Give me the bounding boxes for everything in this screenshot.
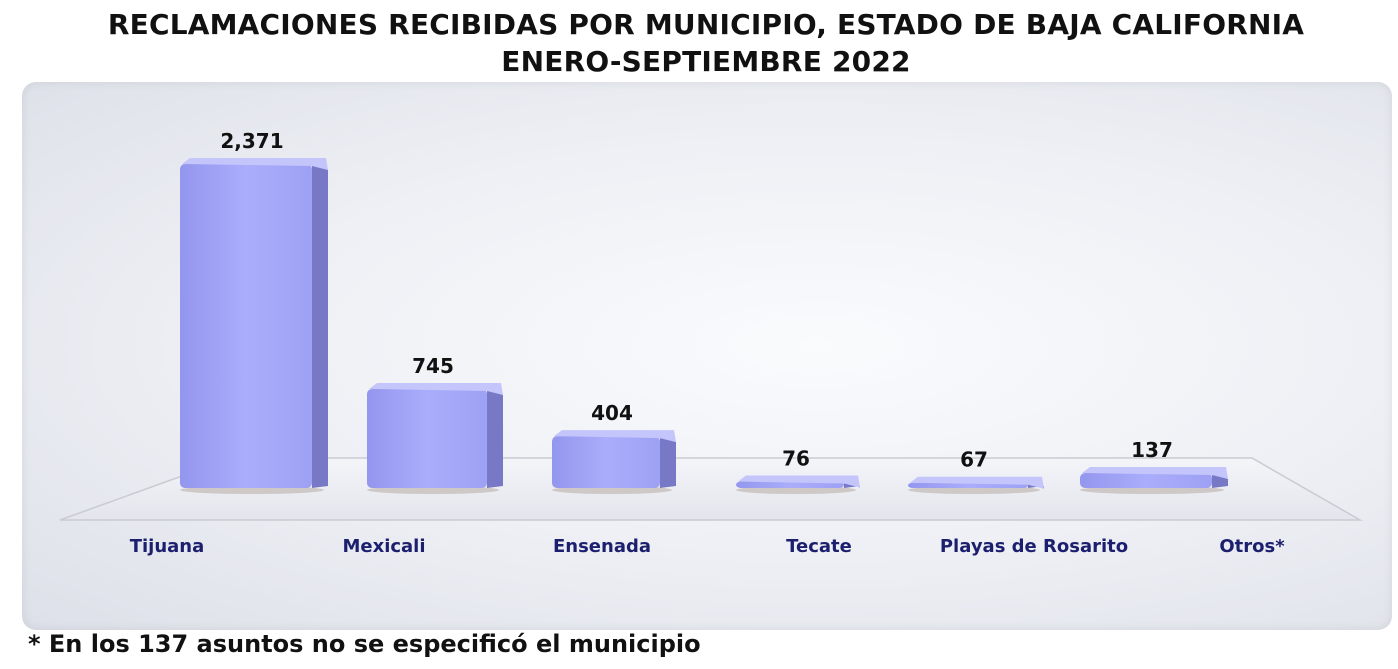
- bar-front-face: [180, 164, 312, 488]
- bar-top-face: [1082, 467, 1228, 480]
- chart-title-line-1: RECLAMACIONES RECIBIDAS POR MUNICIPIO, E…: [107, 8, 1305, 41]
- category-label: Mexicali: [342, 536, 425, 557]
- category-label: Otros*: [1219, 536, 1285, 557]
- value-label: 404: [591, 401, 633, 425]
- bar-chart: 2,371 745 404 76 67 137 Tijuana Mexicali Ensenad…: [59, 129, 1363, 557]
- bar-front-face: [367, 388, 487, 488]
- bar-side-face: [1212, 473, 1228, 488]
- bar-tecate: [736, 475, 860, 494]
- bar-otros: [1080, 467, 1228, 494]
- bar-playas-de-rosarito: [908, 476, 1044, 494]
- chart-title-line-2: ENERO-SEPTIEMBRE 2022: [501, 45, 911, 78]
- bar-tijuana: [180, 158, 328, 494]
- bar-side-face: [487, 388, 503, 488]
- bar-top-face: [554, 430, 676, 443]
- value-label: 67: [960, 448, 988, 472]
- footnote: * En los 137 asuntos no se especificó el…: [28, 630, 701, 658]
- bar-ensenada: [552, 430, 676, 494]
- category-label: Playas de Rosarito: [940, 536, 1128, 557]
- bar-front-face: [552, 436, 660, 488]
- bar-top-face: [910, 476, 1044, 489]
- bar-top-face: [738, 475, 860, 488]
- labels-layer: 2,371 745 404 76 67 137 Tijuana Mexicali Ensenad…: [130, 129, 1285, 557]
- bar-front-face: [736, 481, 844, 488]
- bar-top-face: [182, 158, 328, 170]
- bar-front-face: [1080, 473, 1212, 488]
- bar-mexicali: [367, 382, 503, 494]
- chart-title: RECLAMACIONES RECIBIDAS POR MUNICIPIO, E…: [0, 6, 1398, 80]
- bar-side-face: [312, 164, 328, 488]
- category-label: Ensenada: [553, 536, 651, 557]
- value-label: 745: [412, 354, 454, 378]
- bar-top-face: [369, 382, 503, 395]
- value-label: 76: [782, 446, 810, 470]
- bar-side-face: [660, 436, 676, 488]
- chart-panel: 2,371 745 404 76 67 137 Tijuana Mexicali Ensenad…: [22, 82, 1392, 630]
- bars-layer: [180, 158, 1228, 494]
- category-label: Tijuana: [130, 536, 205, 557]
- category-label: Tecate: [786, 536, 852, 557]
- value-label: 137: [1131, 438, 1173, 462]
- value-label: 2,371: [220, 129, 283, 153]
